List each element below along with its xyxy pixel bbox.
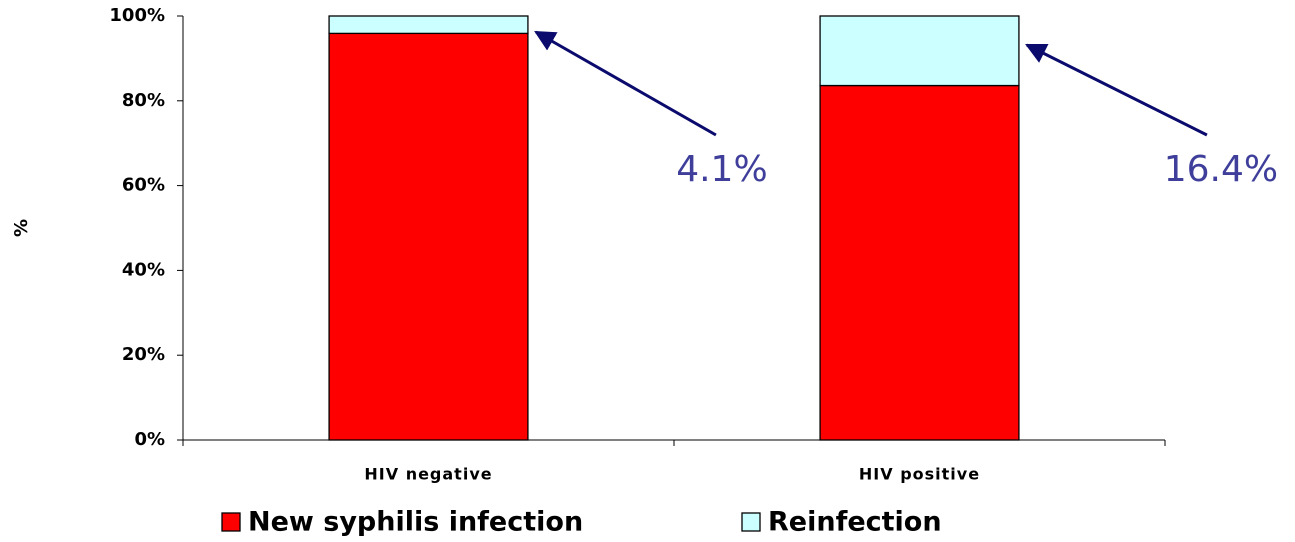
bar-segment	[819, 15, 1020, 87]
annotation-arrow	[534, 30, 717, 137]
legend-swatch	[741, 512, 761, 532]
bar-segment	[819, 84, 1020, 441]
bar-segment	[328, 32, 529, 441]
x-tick-label: HIV negative	[364, 465, 492, 484]
y-tick-label: 60%	[122, 175, 165, 196]
legend-swatch	[221, 512, 241, 532]
y-tick-label: 40%	[122, 259, 165, 280]
legend-label: New syphilis infection	[248, 507, 583, 538]
y-tick-label: 100%	[109, 5, 165, 26]
y-tick-label: 80%	[122, 90, 165, 111]
bar-segment	[328, 15, 529, 35]
x-tick-label: HIV positive	[859, 465, 980, 484]
y-tick-label: 0%	[134, 429, 165, 450]
legend-label: Reinfection	[768, 507, 942, 538]
annotation-arrow	[1025, 43, 1208, 137]
data-label: 16.4%	[1164, 149, 1278, 190]
data-label: 4.1%	[676, 149, 767, 190]
y-axis-label: %	[11, 219, 32, 237]
y-tick-label: 20%	[122, 344, 165, 365]
